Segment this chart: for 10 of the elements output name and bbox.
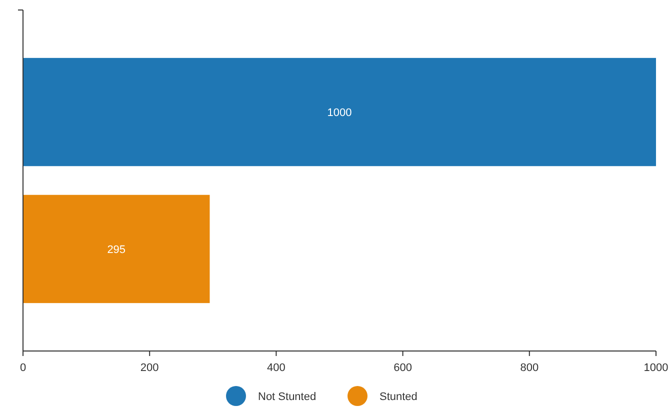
legend-label: Not Stunted (258, 391, 316, 403)
x-tick-label: 800 (520, 362, 539, 374)
x-tick-label: 1000 (644, 362, 668, 374)
data-label: 295 (107, 244, 126, 256)
x-tick-label: 0 (20, 362, 26, 374)
data-label: 1000 (327, 107, 352, 120)
x-tick-label: 600 (394, 362, 412, 374)
legend-label: Stunted (380, 391, 418, 403)
x-tick-label: 400 (267, 362, 286, 374)
x-tick-label: 200 (140, 362, 159, 374)
